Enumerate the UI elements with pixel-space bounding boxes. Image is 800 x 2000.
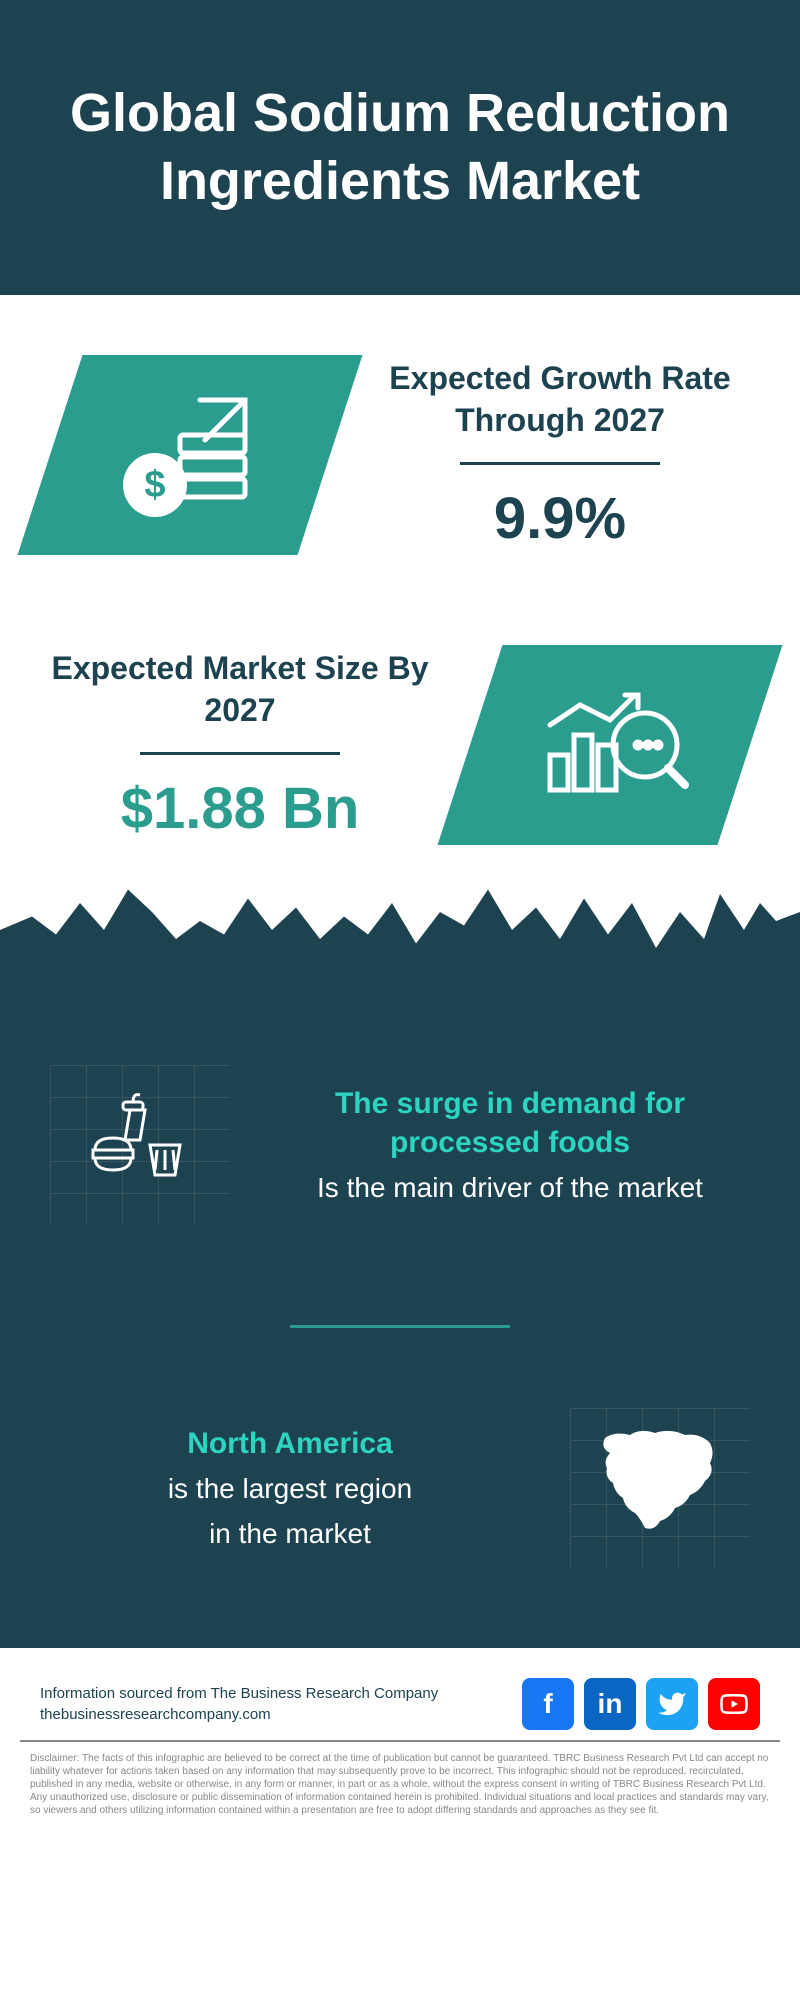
region-subtext-1: is the largest region [50,1471,530,1507]
twitter-icon[interactable] [646,1678,698,1730]
insights-section: The surge in demand for processed foods … [0,1065,800,1648]
driver-subtext: Is the main driver of the market [270,1170,750,1206]
map-icon-box [570,1408,750,1568]
header-banner: Global Sodium Reduction Ingredients Mark… [0,0,800,295]
stat-row-market-size: Expected Market Size By 2027 $1.88 Bn [50,645,750,845]
linkedin-icon[interactable]: in [584,1678,636,1730]
chart-magnifier-icon [530,675,690,815]
facebook-icon[interactable]: f [522,1678,574,1730]
source-url: thebusinessresearchcompany.com [40,1704,438,1725]
region-highlight: North America [50,1424,530,1463]
growth-text-block: Expected Growth Rate Through 2027 9.9% [370,358,750,551]
driver-text-block: The surge in demand for processed foods … [270,1084,750,1206]
growth-label: Expected Growth Rate Through 2027 [370,358,750,441]
disclaimer-text: Disclaimer: The facts of this infographi… [0,1742,800,1837]
size-icon-parallelogram [438,645,783,845]
size-value: $1.88 Bn [50,775,430,842]
stats-section: $ Expected Growth Rate Through 2027 9.9%… [0,295,800,885]
region-subtext-2: in the market [50,1516,530,1552]
driver-highlight: The surge in demand for processed foods [270,1084,750,1162]
stat-row-growth: $ Expected Growth Rate Through 2027 9.9% [50,355,750,555]
north-america-map-icon [585,1423,735,1553]
footer-source: Information sourced from The Business Re… [40,1683,438,1725]
growth-icon-parallelogram: $ [18,355,363,555]
divider [140,752,340,755]
grid-background [570,1408,750,1568]
source-line: Information sourced from The Business Re… [40,1683,438,1704]
dollar-coins-arrow-icon: $ [110,385,270,525]
youtube-icon[interactable] [708,1678,760,1730]
food-items-icon [75,1090,205,1200]
page-title: Global Sodium Reduction Ingredients Mark… [60,80,740,215]
growth-value: 9.9% [370,485,750,552]
region-text-block: North America is the largest region in t… [50,1424,530,1552]
svg-text:$: $ [144,464,165,506]
city-skyline-divider [0,885,800,1065]
size-text-block: Expected Market Size By 2027 $1.88 Bn [50,648,430,841]
teal-divider [290,1325,510,1328]
social-icons: f in [522,1678,760,1730]
driver-row: The surge in demand for processed foods … [50,1065,750,1275]
footer: Information sourced from The Business Re… [0,1648,800,1740]
size-label: Expected Market Size By 2027 [50,648,430,731]
region-row: North America is the largest region in t… [50,1378,750,1568]
food-icon-box [50,1065,230,1225]
grid-background [50,1065,230,1225]
divider [460,462,660,465]
